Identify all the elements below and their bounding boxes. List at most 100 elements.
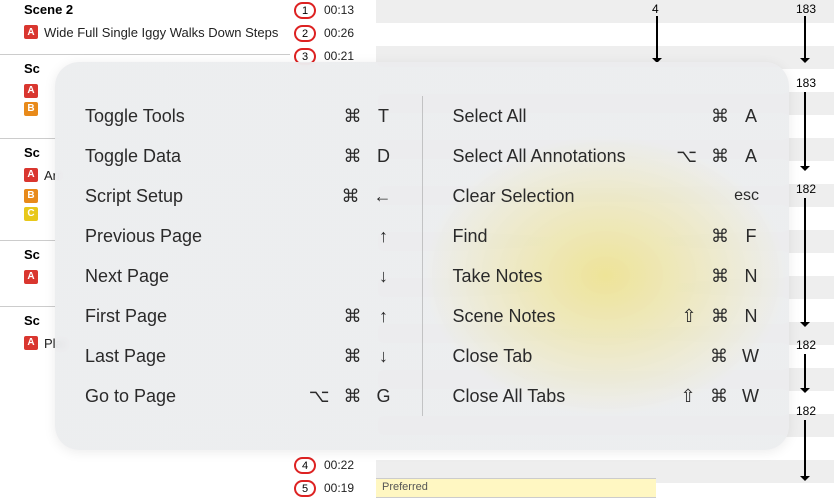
grid-number: 182 <box>796 182 816 196</box>
shortcut-key: ⌘ <box>711 146 729 167</box>
shortcut-key: W <box>742 386 759 407</box>
takes-column-bottom: 4 00:22 5 00:19 <box>290 455 376 500</box>
shortcut-label: Toggle Data <box>85 146 344 167</box>
shortcut-row[interactable]: Clear Selectionesc <box>453 176 760 216</box>
shortcut-row[interactable]: First Page⌘↑ <box>85 296 392 336</box>
shortcut-key: T <box>376 106 392 127</box>
arrow-down-icon <box>656 16 658 62</box>
shortcut-row[interactable]: Toggle Data⌘D <box>85 136 392 176</box>
shortcut-key: W <box>742 346 759 367</box>
shortcut-keys: ⌘F <box>711 226 759 247</box>
shortcut-key: ↓ <box>376 266 392 287</box>
shot-tag: A <box>24 336 38 350</box>
grid-number: 4 <box>652 2 659 16</box>
shortcut-keys: ⌘↓ <box>344 346 392 367</box>
shortcut-key: ⇧ <box>680 386 696 407</box>
shortcut-keys: ↓ <box>376 266 392 287</box>
shortcut-row[interactable]: Go to Page⌥⌘G <box>85 376 392 416</box>
shortcut-key: A <box>743 146 759 167</box>
shortcut-keys: ⌘D <box>344 146 392 167</box>
shortcut-key: ⇧ <box>681 306 697 327</box>
shortcut-row[interactable]: Take Notes⌘N <box>453 256 760 296</box>
shortcut-key: ⌘ <box>710 346 728 367</box>
shortcut-row[interactable]: Toggle Tools⌘T <box>85 96 392 136</box>
shortcut-key: ⌘ <box>711 306 729 327</box>
shot-tag: C <box>24 207 38 221</box>
shortcuts-right-column: Select All⌘ASelect All Annotations⌥⌘ACle… <box>423 96 760 416</box>
shortcut-row[interactable]: Find⌘F <box>453 216 760 256</box>
take-pill[interactable]: 4 <box>294 457 316 474</box>
take-time: 00:13 <box>324 3 354 17</box>
take-pill[interactable]: 1 <box>294 2 316 19</box>
shortcut-keys: ⌘W <box>710 346 759 367</box>
shortcut-keys: ⌘← <box>342 186 392 207</box>
shortcut-key: F <box>743 226 759 247</box>
shortcut-key: esc <box>734 187 759 205</box>
shortcut-row[interactable]: Scene Notes⇧ ⌘ N <box>453 296 760 336</box>
shortcut-row[interactable]: Close All Tabs⇧⌘W <box>453 376 760 416</box>
shortcut-label: Take Notes <box>453 266 712 287</box>
shot-tag: A <box>24 25 38 39</box>
shortcut-key: ⌘ <box>711 226 729 247</box>
grid-number: 183 <box>796 2 816 16</box>
shortcut-label: Close Tab <box>453 346 711 367</box>
shortcut-keys: ⌘T <box>344 106 392 127</box>
shot-tag: A <box>24 84 38 98</box>
shortcut-label: Find <box>453 226 712 247</box>
arrow-down-icon <box>804 420 806 480</box>
arrow-down-icon <box>804 16 806 62</box>
shortcut-label: Select All Annotations <box>453 146 677 167</box>
shortcut-key: N <box>743 266 759 287</box>
shortcut-keys: ⌘N <box>711 266 759 287</box>
shortcut-key: ⌘ <box>711 106 729 127</box>
shortcut-key: G <box>376 386 392 407</box>
take-pill[interactable]: 5 <box>294 480 316 497</box>
shot-tag: B <box>24 189 38 203</box>
shortcut-row[interactable]: Last Page⌘↓ <box>85 336 392 376</box>
shortcut-keys: ⇧⌘W <box>680 386 759 407</box>
shortcut-keys: ⌘↑ <box>344 306 392 327</box>
scene-heading: Scene 2 <box>0 2 290 23</box>
shortcut-label: Scene Notes <box>453 306 682 327</box>
grid-number: 182 <box>796 338 816 352</box>
shortcut-key: A <box>743 106 759 127</box>
shortcut-key: ↑ <box>376 306 392 327</box>
shortcut-label: Script Setup <box>85 186 342 207</box>
arrow-down-icon <box>804 354 806 392</box>
shortcut-key: ← <box>374 186 392 207</box>
shortcut-key: N <box>743 306 759 327</box>
shortcut-row[interactable]: Script Setup⌘← <box>85 176 392 216</box>
arrow-down-icon <box>804 92 806 170</box>
shortcut-label: Previous Page <box>85 226 376 247</box>
shortcut-label: Toggle Tools <box>85 106 344 127</box>
shot-tag: B <box>24 102 38 116</box>
shortcut-row[interactable]: Close Tab⌘W <box>453 336 760 376</box>
shortcut-row[interactable]: Previous Page↑ <box>85 216 392 256</box>
take-time: 00:19 <box>324 481 354 495</box>
shortcut-label: Last Page <box>85 346 344 367</box>
take-pill[interactable]: 2 <box>294 25 316 42</box>
preferred-cell: Preferred <box>376 478 656 498</box>
shortcut-key: ⌥ <box>676 146 697 167</box>
arrow-down-icon <box>804 198 806 326</box>
shortcut-row[interactable]: Select All Annotations⌥ ⌘ A <box>453 136 760 176</box>
shortcut-label: First Page <box>85 306 344 327</box>
shortcut-keys: ↑ <box>376 226 392 247</box>
take-time: 00:22 <box>324 458 354 472</box>
shortcut-key: ↑ <box>376 226 392 247</box>
take-time: 00:21 <box>324 49 354 63</box>
shortcuts-left-column: Toggle Tools⌘TToggle Data⌘DScript Setup⌘… <box>85 96 423 416</box>
shortcut-key: ⌘ <box>344 306 362 327</box>
shortcut-key: ↓ <box>376 346 392 367</box>
shortcut-keys: esc <box>734 187 759 205</box>
shortcut-key: ⌘ <box>344 346 362 367</box>
shortcut-row[interactable]: Select All⌘A <box>453 96 760 136</box>
shot-text: Wide Full Single Iggy Walks Down Steps <box>44 25 278 42</box>
shortcuts-panel: Toggle Tools⌘TToggle Data⌘DScript Setup⌘… <box>55 62 789 450</box>
shot-tag: A <box>24 270 38 284</box>
shortcut-key: D <box>376 146 392 167</box>
shortcut-key: ⌥ <box>309 386 330 407</box>
grid-number: 182 <box>796 404 816 418</box>
shortcut-row[interactable]: Next Page↓ <box>85 256 392 296</box>
shortcut-key: ⌘ <box>342 186 360 207</box>
